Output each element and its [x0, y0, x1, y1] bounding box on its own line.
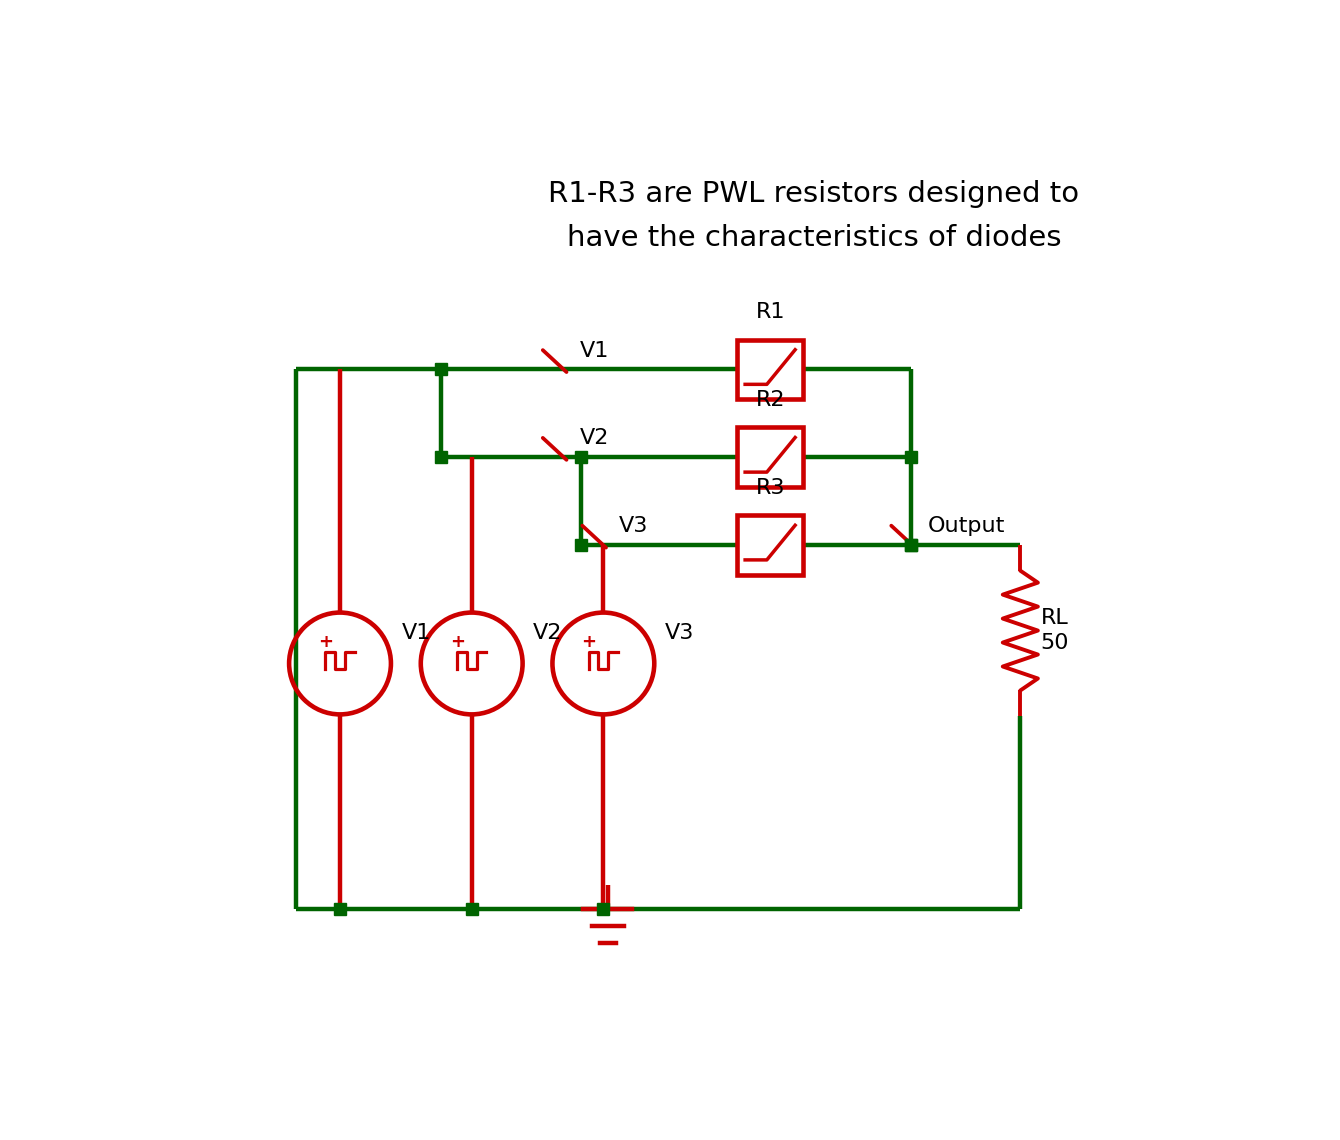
- Text: V3: V3: [619, 516, 649, 536]
- Bar: [737, 340, 803, 399]
- Text: Output: Output: [929, 516, 1005, 536]
- Text: +: +: [319, 633, 334, 651]
- Text: +: +: [582, 633, 596, 651]
- Text: have the characteristics of diodes: have the characteristics of diodes: [567, 223, 1061, 252]
- Text: R3: R3: [756, 478, 785, 497]
- Text: V1: V1: [580, 341, 610, 360]
- Text: R1-R3 are PWL resistors designed to: R1-R3 are PWL resistors designed to: [548, 180, 1080, 207]
- Text: V1: V1: [402, 622, 431, 643]
- Text: R2: R2: [756, 390, 785, 409]
- Text: R1: R1: [756, 302, 785, 321]
- Text: V3: V3: [665, 622, 694, 643]
- Text: V2: V2: [533, 622, 563, 643]
- Text: +: +: [450, 633, 465, 651]
- Bar: [737, 515, 803, 575]
- Text: RL
50: RL 50: [1040, 608, 1069, 653]
- Bar: [737, 428, 803, 487]
- Text: V2: V2: [580, 429, 610, 448]
